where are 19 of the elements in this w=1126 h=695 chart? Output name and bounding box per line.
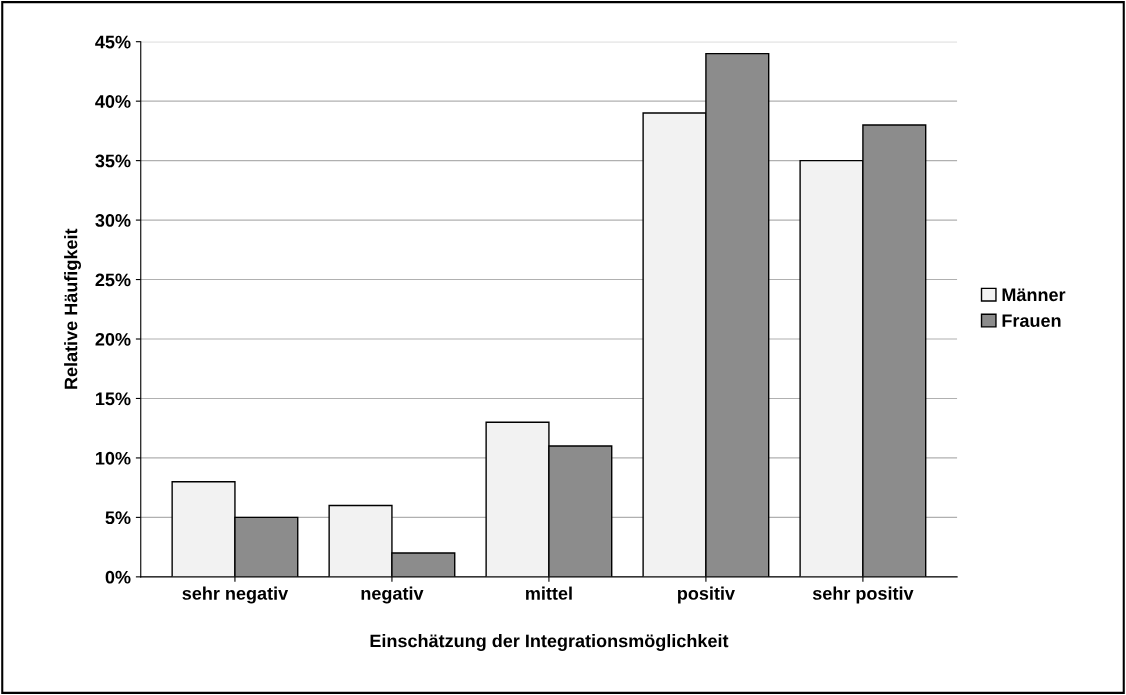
x-tick-label: negativ: [361, 586, 424, 604]
y-tick-label: 10%: [96, 451, 131, 465]
y-tick-label: 20%: [95, 332, 131, 346]
x-tick-label: mittel: [526, 586, 572, 600]
legend-label: Frauen: [1002, 314, 1061, 328]
x-tick-label: positiv: [678, 586, 735, 604]
y-tick-label: 5%: [105, 511, 131, 525]
x-tick-label: sehr positiv: [812, 586, 914, 604]
y-tick-label: 45%: [95, 35, 131, 49]
y-tick-label: 30%: [95, 214, 131, 227]
y-tick-label: 35%: [95, 154, 131, 168]
y-tick-label: 40%: [95, 95, 131, 108]
y-tick-label: 0%: [105, 570, 131, 584]
x-tick-label: sehr negativ: [182, 586, 289, 604]
y-axis-title: Relative Häufigkeit: [64, 228, 81, 389]
y-tick-label: 15%: [96, 392, 131, 406]
legend-label: Männer: [1002, 288, 1066, 302]
x-axis-title: Einschätzung der Integrationsmöglichkeit: [370, 634, 729, 651]
y-tick-label: 25%: [95, 273, 131, 287]
